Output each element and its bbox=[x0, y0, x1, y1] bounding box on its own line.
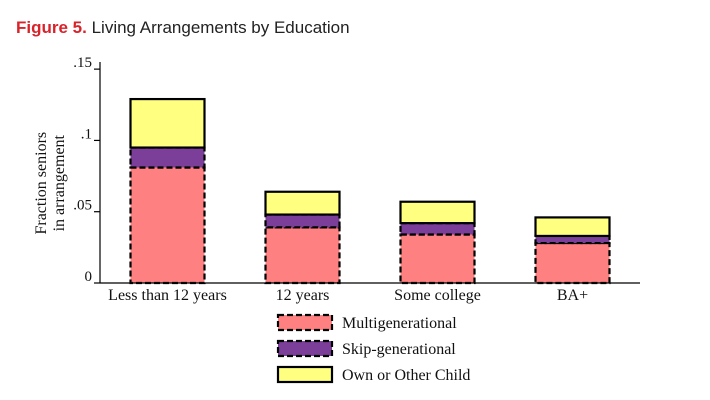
bar-segment-own-or-other-child bbox=[264, 190, 341, 216]
legend-swatch bbox=[276, 339, 334, 358]
y-axis-label-line1: Fraction seniors bbox=[33, 132, 50, 235]
figure-title: Figure 5. Living Arrangements by Educati… bbox=[16, 18, 350, 38]
x-tick-label: Some college bbox=[394, 287, 481, 304]
bar-segment-own-or-other-child bbox=[399, 200, 476, 225]
legend: Multigenerational Skip-generational Own or… bbox=[276, 313, 470, 384]
y-tick-label: .05 bbox=[73, 198, 92, 214]
bar-segment-own-or-other-child bbox=[534, 216, 611, 238]
y-axis-label-line2: in arrangement bbox=[51, 134, 68, 231]
x-tick-label: 12 years bbox=[276, 287, 330, 304]
bar-segment-multigenerational bbox=[129, 166, 206, 285]
bar-segment-skip-generational bbox=[264, 213, 341, 229]
bar-segment-skip-generational bbox=[399, 222, 476, 236]
bar-segment-skip-generational bbox=[129, 146, 206, 169]
bar-segment-own-or-other-child bbox=[129, 97, 206, 149]
figure-title-text: Living Arrangements by Education bbox=[91, 18, 350, 37]
legend-label: Multigenerational bbox=[342, 315, 457, 332]
y-tick-label: .15 bbox=[73, 55, 92, 71]
legend-swatch bbox=[276, 313, 334, 332]
y-tick-label: .1 bbox=[81, 126, 92, 142]
bar-segment-multigenerational bbox=[264, 226, 341, 285]
x-tick-label: BA+ bbox=[557, 287, 588, 304]
y-tick-label: 0 bbox=[85, 269, 93, 285]
x-tick-label: Less than 12 years bbox=[108, 287, 227, 304]
legend-label: Skip-generational bbox=[342, 341, 456, 358]
y-ticks: 0 .05 .1 .15 bbox=[73, 55, 100, 285]
bars-layer bbox=[129, 97, 611, 285]
bar-segment-multigenerational bbox=[534, 241, 611, 285]
figure-number: Figure 5. bbox=[16, 18, 87, 37]
legend-label: Own or Other Child bbox=[342, 367, 470, 384]
legend-swatch bbox=[276, 365, 334, 384]
x-tick-labels: Less than 12 years 12 years Some college BA… bbox=[108, 287, 588, 304]
bar-segment-multigenerational bbox=[399, 233, 476, 285]
